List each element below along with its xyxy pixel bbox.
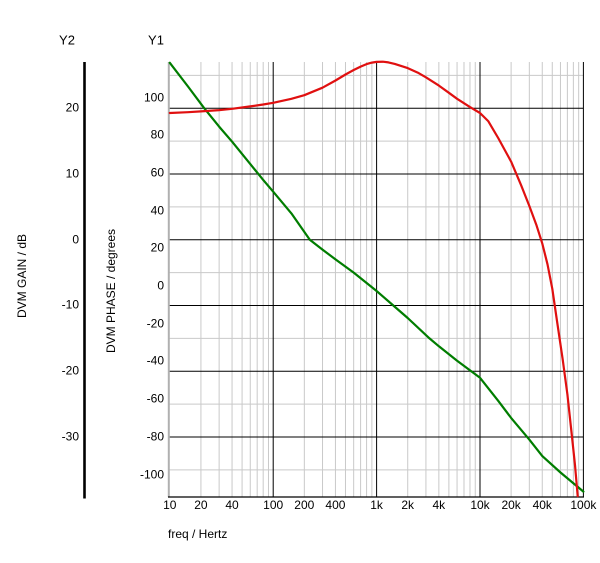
x-tick-label: 20k [501,498,521,512]
y2-tick-label: -20 [61,363,79,378]
x-tick-label: 100 [263,498,284,512]
x-tick-label: 2k [401,498,415,512]
x-tick-label: 100k [570,498,597,512]
y2-tick-label: -30 [61,429,79,444]
y1-tick-label: 20 [150,240,164,255]
major-horizontal-gridlines [168,107,584,438]
major-vertical-gridlines [272,62,584,497]
y1-tick-label: -40 [146,353,164,368]
y1-tick-label: -20 [146,316,164,331]
y1-tick-label: 100 [143,90,164,104]
axis-lines [83,62,584,499]
x-tick-label: 200 [294,498,315,512]
y2-tick-label: 10 [65,166,79,181]
x-tick-label: 1k [370,498,383,512]
y1-axis-title: Y1 [148,32,164,48]
freq-axis-label: freq / Hertz [168,527,228,541]
y1-tick-label: -80 [146,429,164,444]
y1-tick-label: -60 [146,391,164,406]
phase-curve[interactable] [168,60,579,498]
x-tick-label: 10 [163,498,177,512]
y2-tick-label: 20 [65,100,79,115]
y1-tick-label: 0 [157,278,164,293]
curves [168,60,585,498]
y2-axis-title: Y2 [59,32,75,48]
gain-axis-label: DVM GAIN / dB [15,233,29,319]
x-tick-label: 20 [194,498,208,512]
y1-tick-label: 80 [150,127,164,142]
phase-axis-label: DVM PHASE / degrees [104,228,118,354]
x-tick-label: 10k [470,498,490,512]
x-tick-label: 4k [432,498,446,512]
y2-tick-label: -10 [61,297,79,312]
y1-tick-label: 60 [150,165,164,180]
gain-curve[interactable] [168,61,585,493]
y1-tick-label: -100 [139,467,164,481]
y1-tick-label: 40 [150,203,164,218]
x-tick-label: 400 [325,498,346,512]
x-tick-label: 40k [532,498,552,512]
y2-tick-label: 0 [72,232,79,247]
x-tick-label: 40 [225,498,239,512]
